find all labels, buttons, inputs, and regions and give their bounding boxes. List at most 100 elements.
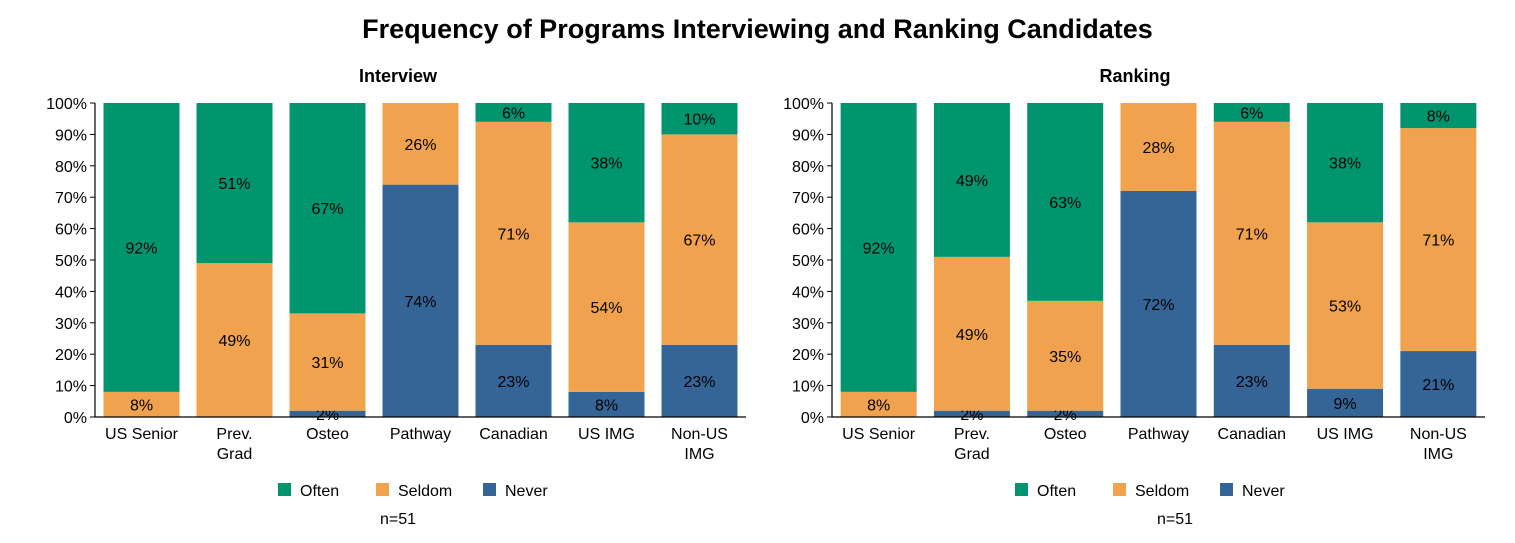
data-label: 23% xyxy=(497,374,529,391)
sample-size-note: n=51 xyxy=(1157,511,1193,528)
bar-never xyxy=(1307,388,1384,417)
data-label: 51% xyxy=(218,176,250,193)
y-tick-label: 70% xyxy=(792,190,824,207)
y-tick-label: 20% xyxy=(792,347,824,364)
bar-seldom xyxy=(933,256,1010,411)
data-label: 23% xyxy=(1236,374,1268,391)
bar-seldom xyxy=(840,391,917,417)
bar-seldom xyxy=(475,121,552,345)
data-label: 2% xyxy=(316,407,339,424)
x-tick-label: Non-US IMG xyxy=(671,426,728,463)
legend-label: Seldom xyxy=(398,483,452,500)
data-label: 2% xyxy=(1054,407,1077,424)
x-tick-label: Prev. Grad xyxy=(216,426,252,463)
data-label: 35% xyxy=(1049,349,1081,366)
y-tick-label: 50% xyxy=(55,253,87,270)
bar-seldom xyxy=(1027,300,1104,411)
x-tick-label: US Senior xyxy=(105,426,179,443)
bar-seldom xyxy=(1307,222,1384,389)
bar-seldom xyxy=(196,263,273,417)
data-label: 49% xyxy=(956,327,988,344)
data-label: 6% xyxy=(502,105,525,122)
x-tick-label: US IMG xyxy=(578,426,635,443)
data-label: 71% xyxy=(497,226,529,243)
y-tick-label: 40% xyxy=(792,284,824,301)
bar-seldom xyxy=(1120,103,1197,191)
bar-never xyxy=(1213,344,1290,417)
bar-often xyxy=(933,103,1010,257)
data-label: 67% xyxy=(683,233,715,250)
data-label: 8% xyxy=(1427,109,1450,126)
data-label: 38% xyxy=(590,156,622,173)
panel-title: Interview xyxy=(359,66,438,86)
chart-title: Frequency of Programs Interviewing and R… xyxy=(362,14,1153,44)
y-tick-label: 60% xyxy=(792,222,824,239)
y-tick-label: 30% xyxy=(792,316,824,333)
legend-swatch-never xyxy=(1220,483,1233,496)
y-tick-label: 70% xyxy=(55,190,87,207)
data-label: 10% xyxy=(683,112,715,129)
data-label: 31% xyxy=(311,355,343,372)
x-tick-label: US Senior xyxy=(842,426,916,443)
x-tick-label: Prev. Grad xyxy=(954,426,990,463)
bar-often xyxy=(103,103,180,392)
y-tick-label: 90% xyxy=(55,127,87,144)
bar-never xyxy=(382,184,459,417)
data-label: 23% xyxy=(683,374,715,391)
data-label: 8% xyxy=(130,397,153,414)
legend-label: Seldom xyxy=(1135,483,1189,500)
y-tick-label: 10% xyxy=(792,379,824,396)
sample-size-note: n=51 xyxy=(380,511,416,528)
data-label: 21% xyxy=(1422,377,1454,394)
data-label: 92% xyxy=(863,240,895,257)
bar-seldom xyxy=(382,103,459,185)
data-label: 9% xyxy=(1334,396,1357,413)
data-label: 67% xyxy=(311,201,343,218)
y-tick-label: 100% xyxy=(783,96,824,113)
bar-seldom xyxy=(568,222,645,392)
legend-swatch-often xyxy=(1015,483,1028,496)
data-label: 8% xyxy=(867,397,890,414)
y-tick-label: 10% xyxy=(55,379,87,396)
y-tick-label: 30% xyxy=(55,316,87,333)
data-label: 92% xyxy=(125,240,157,257)
x-tick-label: Canadian xyxy=(1218,426,1287,443)
data-label: 53% xyxy=(1329,299,1361,316)
bar-often xyxy=(840,103,917,392)
legend-swatch-seldom xyxy=(376,483,389,496)
bar-seldom xyxy=(289,313,366,411)
y-tick-label: 60% xyxy=(55,222,87,239)
bar-often xyxy=(1400,103,1477,129)
y-tick-label: 80% xyxy=(55,159,87,176)
interview-chart: Interview 0% 10% 20% 30% 40% 50% 60% 70% 80% 90% 10… xyxy=(46,66,746,528)
data-label: 54% xyxy=(590,300,622,317)
panel-title: Ranking xyxy=(1099,66,1170,86)
bar-often xyxy=(1027,103,1104,301)
legend-label: Often xyxy=(300,483,339,500)
y-tick-label: 80% xyxy=(792,159,824,176)
bar-often xyxy=(1307,103,1384,223)
bar-never xyxy=(1400,351,1477,417)
data-label: 71% xyxy=(1236,226,1268,243)
y-tick-label: 50% xyxy=(792,253,824,270)
bar-often xyxy=(475,103,552,122)
data-label: 6% xyxy=(1240,105,1263,122)
x-tick-label: Osteo xyxy=(306,426,349,443)
bar-never xyxy=(1027,410,1104,417)
legend-swatch-often xyxy=(278,483,291,496)
data-label: 28% xyxy=(1142,140,1174,157)
y-tick-label: 90% xyxy=(792,127,824,144)
y-tick-label: 20% xyxy=(55,347,87,364)
legend-label: Never xyxy=(505,483,548,500)
data-label: 49% xyxy=(218,333,250,350)
bar-never xyxy=(661,344,738,417)
data-label: 26% xyxy=(404,137,436,154)
data-label: 74% xyxy=(404,294,436,311)
x-tick-label: Canadian xyxy=(479,426,548,443)
x-tick-label: US IMG xyxy=(1317,426,1374,443)
bar-never xyxy=(475,344,552,417)
data-label: 8% xyxy=(595,397,618,414)
bar-never xyxy=(933,410,1010,417)
bar-often xyxy=(1213,103,1290,122)
bar-seldom xyxy=(1400,128,1477,352)
